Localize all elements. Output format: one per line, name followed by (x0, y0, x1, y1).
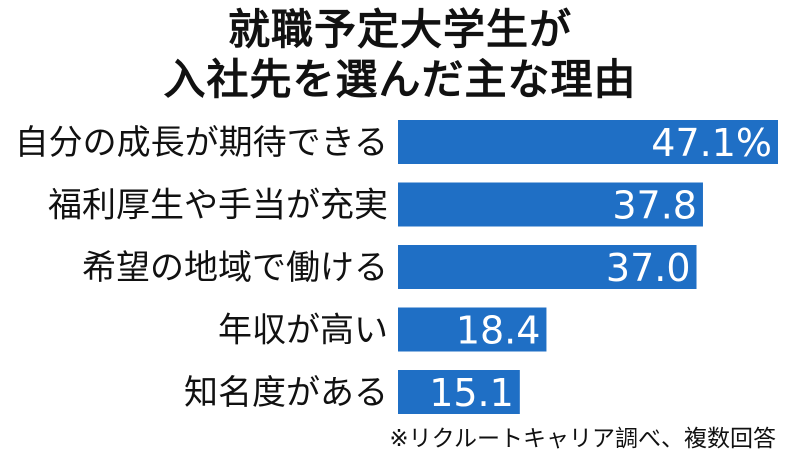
bar (398, 370, 520, 414)
category-label: 自分の成長が期待できる (15, 123, 388, 163)
category-label: 年収が高い (218, 311, 388, 351)
category-label: 希望の地域で働ける (82, 248, 388, 288)
bar (398, 182, 703, 227)
source-note: ※リクルートキャリア調べ、複数回答 (389, 426, 776, 452)
category-label: 知名度がある (184, 373, 388, 413)
bar (398, 307, 547, 352)
value-label: 47.1% (651, 121, 772, 165)
chart-title-line-1: 就職予定大学生が (227, 5, 572, 54)
value-label: 37.8 (612, 184, 697, 228)
value-label: 37.0 (606, 246, 691, 290)
bar (398, 120, 778, 164)
bar (398, 245, 697, 289)
chart-title-line-2: 入社先を選んだ主な理由 (163, 55, 637, 104)
category-label: 福利厚生や手当が充実 (48, 186, 388, 226)
value-label: 18.4 (456, 309, 541, 353)
value-label: 15.1 (429, 371, 514, 415)
